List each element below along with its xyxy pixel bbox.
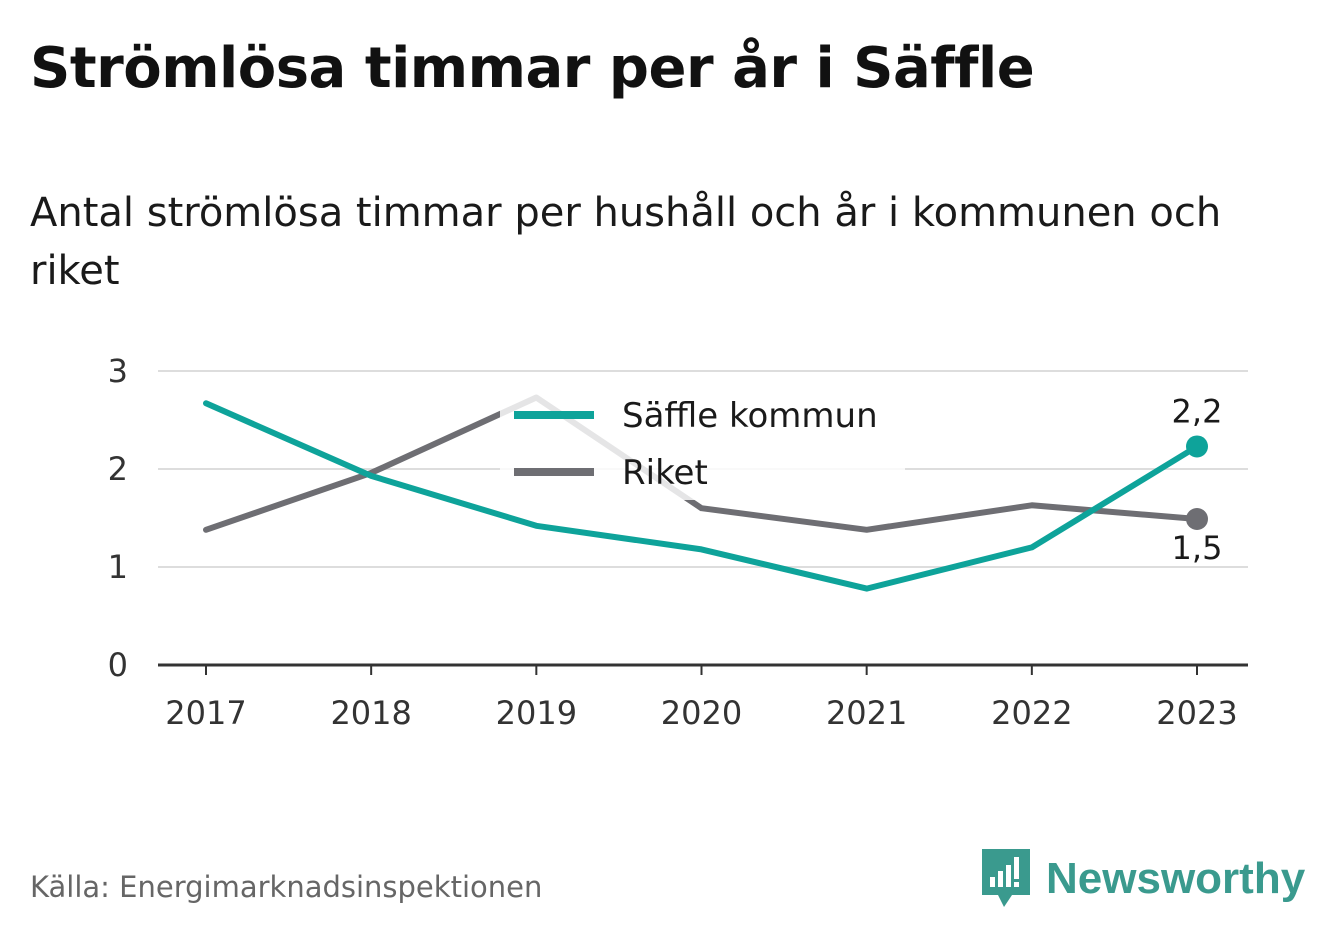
end-value-label: 2,2	[1172, 392, 1223, 430]
x-tick-label: 2021	[826, 694, 907, 732]
end-point-marker	[1186, 507, 1208, 530]
x-tick-label: 2022	[991, 694, 1072, 732]
brand-name: Newsworthy	[1046, 854, 1306, 903]
x-tick-label: 2017	[165, 694, 246, 732]
x-tick-label: 2019	[496, 694, 577, 732]
y-tick-label: 2	[108, 450, 128, 488]
chart-subtitle: Antal strömlösa timmar per hushåll och å…	[30, 190, 1222, 294]
x-tick-label: 2023	[1156, 694, 1237, 732]
y-tick-label: 1	[108, 548, 128, 586]
end-labels: 2,2 1,5	[1169, 389, 1226, 570]
source-note: Källa: Energimarknadsinspektionen	[30, 870, 543, 904]
chart-title: Strömlösa timmar per år i Säffle	[30, 36, 1035, 101]
series-line-saffle	[203, 400, 1200, 592]
legend-background	[500, 382, 905, 500]
brand-logo: Newsworthy	[982, 848, 1305, 910]
axes: 0 1 2 3 2017 2018 2019 2020 2021 2022 2023	[108, 352, 1248, 732]
end-value-label: 1,5	[1172, 529, 1223, 567]
legend-label: Riket	[622, 453, 708, 493]
legend-label: Säffle kommun	[622, 396, 878, 436]
x-tick-label: 2020	[661, 694, 742, 732]
legend: Säffle kommun Riket	[500, 382, 905, 500]
x-tick-label: 2018	[330, 694, 411, 732]
y-tick-label: 0	[108, 646, 128, 684]
end-point-marker	[1186, 435, 1208, 458]
series-lines	[203, 394, 1200, 592]
newsworthy-logo-icon	[982, 849, 1030, 907]
y-tick-label: 3	[108, 352, 128, 390]
